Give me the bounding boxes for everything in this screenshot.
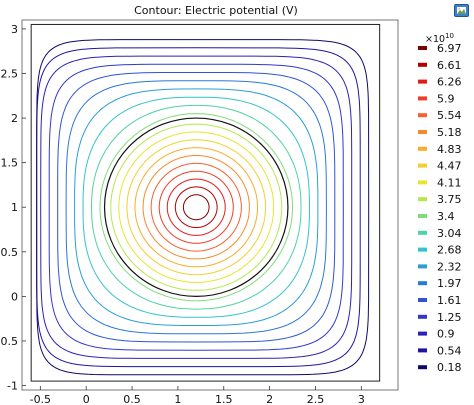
axes: -0.5 0 0.5 1 1.5 2 2.5 3 -1 -0.5 0 0.5 1 1.5 2 2.5 3 [0,19,399,405]
contour-line [174,186,218,229]
y-tick-label: 2 [11,112,18,125]
colorbar-label: 6.26 [437,76,462,89]
plot-frame [21,19,399,391]
contour-line [99,113,293,302]
contour-line [82,96,311,318]
colorbar-label: 0.54 [437,344,462,357]
colorbar-swatch [418,264,427,269]
colorbar-swatch [418,331,427,336]
y-tick-label: 0.5 [1,246,19,259]
colorbar-swatch [418,79,427,84]
colorbar-swatch [418,130,427,134]
colorbar-label: 4.11 [437,176,462,189]
colorbar-swatch [418,113,427,118]
colorbar-label: 0.18 [437,361,462,374]
x-tick-label: 2.5 [307,393,325,405]
contour-line [126,139,267,276]
y-tick-label: -0.5 [0,335,18,348]
colorbar-swatch [418,62,427,67]
x-tick-label: 0.5 [123,393,141,405]
colorbar-label: 3.4 [437,210,455,223]
circle-boundary [103,117,289,297]
colorbar-swatch [418,314,427,319]
contour-line [110,123,283,291]
contour-line [36,47,361,368]
y-tick-label: 1 [11,201,18,214]
y-tick-label: 3 [11,23,18,36]
y-tick-label: 0 [11,290,18,303]
image-export-icon[interactable] [454,2,469,17]
colorbar-label: 1.61 [437,294,462,307]
colorbar-swatch [418,214,427,218]
colorbar-swatch [418,281,427,286]
colorbar-label: 6.61 [437,59,462,72]
colorbar-label: 5.9 [437,92,455,105]
colorbar-label: 2.32 [437,260,462,273]
contour-line [158,170,234,244]
x-tick-label: 3 [358,393,365,405]
contour-line [134,147,258,268]
colorbar-label: 1.97 [437,277,462,290]
colorbar: ×10106.976.616.265.95.545.184.834.474.11… [418,32,462,374]
colorbar-label: 5.18 [437,126,462,139]
colorbar-swatch [418,298,427,302]
colorbar-label: 4.47 [437,160,462,173]
contour-line [142,155,250,260]
colorbar-swatch [418,180,427,185]
x-tick-label: -0.5 [30,393,51,405]
colorbar-label: 4.83 [437,143,462,156]
colorbar-label: 3.04 [437,227,462,240]
colorbar-label: 1.25 [437,311,462,324]
y-tick-label: -1 [7,380,18,393]
contour-line [150,162,242,252]
colorbar-label: 3.75 [437,193,462,206]
contour-line [118,131,275,284]
x-tick-label: 2 [266,393,273,405]
contour-line [36,39,370,376]
contour-line [166,178,226,236]
contour-line [90,104,302,310]
colorbar-label: 6.97 [437,42,462,55]
x-tick-label: 1.5 [215,393,233,405]
colorbar-swatch [418,365,427,370]
colorbar-label: 5.54 [437,109,462,122]
colorbar-swatch [418,163,427,168]
colorbar-label: 2.68 [437,244,462,257]
colorbar-label: 0.9 [437,328,455,341]
y-tick-label: 1.5 [1,157,19,170]
contour-lines [30,23,381,382]
colorbar-swatch [418,46,427,50]
domain-boundary [30,23,381,382]
colorbar-swatch [418,348,427,353]
colorbar-swatch [418,96,427,101]
x-tick-label: 0 [83,393,90,405]
contour-line [182,194,210,221]
colorbar-swatch [418,197,427,202]
colorbar-swatch [418,247,427,252]
contour-line [65,80,327,335]
contour-line [74,88,319,326]
contour-line [48,63,344,351]
chart-title: Contour: Electric potential (V) [134,4,298,17]
contour-line [57,72,336,343]
colorbar-swatch [418,230,427,235]
colorbar-swatch [418,146,427,151]
y-tick-label: 2.5 [1,67,19,80]
x-tick-label: 1 [174,393,181,405]
contour-line [40,55,353,359]
